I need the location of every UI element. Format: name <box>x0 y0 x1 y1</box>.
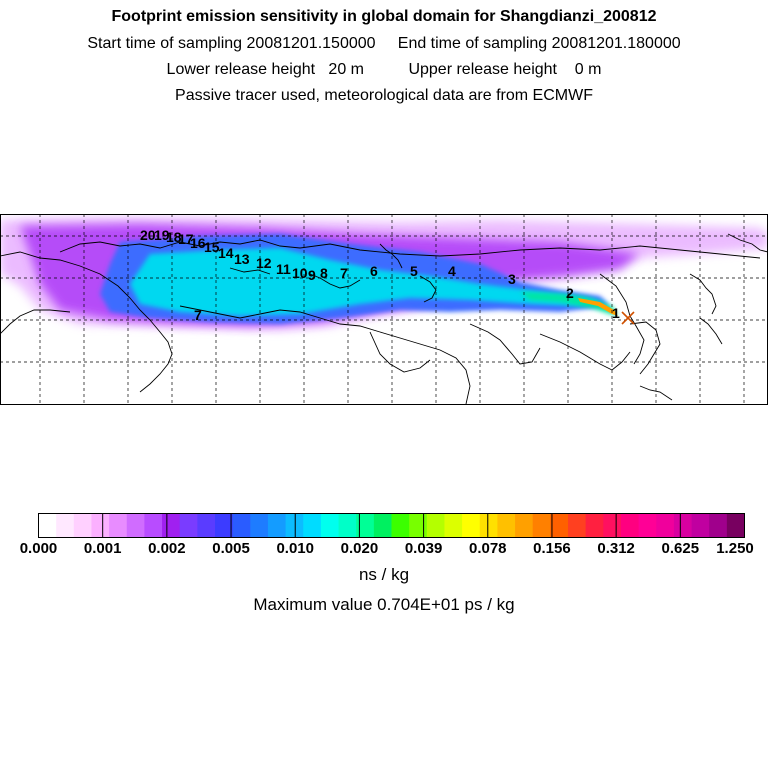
trajectory-label: 6 <box>370 263 378 279</box>
colorbar-swatch <box>56 513 75 538</box>
colorbar-swatch <box>356 513 375 538</box>
colorbar-swatch <box>320 513 339 538</box>
colorbar-swatch <box>709 513 728 538</box>
colorbar-swatch <box>250 513 269 538</box>
colorbar-swatch <box>215 513 234 538</box>
colorbar-swatch <box>620 513 639 538</box>
colorbar-tick-label: 0.010 <box>276 540 314 557</box>
colorbar-tick-label: 0.312 <box>597 540 635 557</box>
colorbar-swatch <box>726 513 745 538</box>
colorbar-swatch <box>426 513 445 538</box>
colorbar-swatch <box>550 513 569 538</box>
trajectory-label: 20 <box>140 227 156 243</box>
colorbar-swatch <box>515 513 534 538</box>
colorbar-swatch <box>162 513 181 538</box>
footprint-plume-cyan <box>130 248 606 316</box>
coastlines <box>1 233 767 405</box>
colorbar-tick-label: 0.002 <box>148 540 186 557</box>
colorbar-tick-label: 0.000 <box>20 540 58 557</box>
trajectory-label: 1 <box>612 305 620 321</box>
colorbar-swatch <box>144 513 163 538</box>
colorbar-tick-label: 0.005 <box>212 540 250 557</box>
trajectory-label: 7 <box>194 307 202 323</box>
colorbar-swatch <box>568 513 587 538</box>
colorbar-swatch <box>497 513 516 538</box>
trajectory-label: 11 <box>276 261 291 277</box>
colorbar-swatch <box>462 513 481 538</box>
trajectory-label: 2 <box>566 285 574 301</box>
trajectory-label: 10 <box>292 265 308 281</box>
colorbar-tick-label: 1.250 <box>716 540 754 557</box>
trajectory-label: 17 <box>178 231 194 247</box>
colorbar-swatch <box>585 513 604 538</box>
trajectory-label: 3 <box>508 271 516 287</box>
colorbar-swatch <box>673 513 692 538</box>
colorbar-tick-label: 0.001 <box>84 540 122 557</box>
colorbar-frame <box>38 513 745 538</box>
colorbar-swatch <box>303 513 322 538</box>
colorbar-swatch <box>232 513 251 538</box>
station-x-mark <box>621 311 635 325</box>
colorbar-tick-label: 0.625 <box>662 540 700 557</box>
colorbar-tick-label: 0.156 <box>533 540 571 557</box>
colorbar-tick-label: 0.078 <box>469 540 507 557</box>
colorbar-swatch <box>38 513 57 538</box>
trajectory-label: 8 <box>320 265 328 281</box>
colorbar-swatch <box>638 513 657 538</box>
colorbar-swatch <box>603 513 622 538</box>
colorbar-units: ns / kg <box>358 565 410 584</box>
footprint-plume-core <box>520 292 618 316</box>
colorbar-swatch <box>179 513 198 538</box>
tracer-info-line: Passive tracer used, meteorological data… <box>175 87 593 104</box>
trajectory-label: 19 <box>154 227 170 243</box>
release-height-line: Lower release height 20 m Upper release … <box>166 61 602 78</box>
trajectory-label: 7 <box>340 265 348 281</box>
trajectory-label: 14 <box>218 245 234 261</box>
colorbar-swatch <box>285 513 304 538</box>
trajectory-label: 13 <box>234 251 250 267</box>
colorbar-swatch <box>409 513 428 538</box>
trajectory-label: 18 <box>166 229 182 245</box>
colorbar: 0.000 0.001 0.002 0.005 0.010 0.020 0.039 0.078… <box>20 513 754 557</box>
colorbar-swatch <box>91 513 110 538</box>
trajectory-label: 5 <box>410 263 418 279</box>
colorbar-swatch <box>338 513 357 538</box>
colorbar-swatch <box>197 513 216 538</box>
colorbar-swatch <box>373 513 392 538</box>
sampling-time-line: Start time of sampling 20081201.150000 E… <box>87 35 681 52</box>
colorbar-swatch <box>391 513 410 538</box>
colorbar-tick-label: 0.039 <box>405 540 443 557</box>
colorbar-swatch <box>479 513 498 538</box>
trajectory-label: 4 <box>448 263 456 279</box>
colorbar-swatch <box>73 513 92 538</box>
colorbar-swatch <box>267 513 286 538</box>
colorbar-swatch <box>656 513 675 538</box>
trajectory-label: 15 <box>204 239 220 255</box>
colorbar-swatch <box>532 513 551 538</box>
trajectory-label: 9 <box>308 267 316 283</box>
lat-lon-grid <box>1 215 767 405</box>
colorbar-swatch <box>126 513 145 538</box>
colorbar-swatch <box>109 513 128 538</box>
colorbar-swatch <box>691 513 710 538</box>
trajectory-label: 12 <box>256 255 272 271</box>
plot-title: Footprint emission sensitivity in global… <box>111 8 657 25</box>
maximum-value-label: Maximum value 0.704E+01 ps / kg <box>253 595 515 614</box>
colorbar-swatch <box>444 513 463 538</box>
colorbar-tick-label: 0.020 <box>341 540 379 557</box>
trajectory-label: 16 <box>190 235 206 251</box>
